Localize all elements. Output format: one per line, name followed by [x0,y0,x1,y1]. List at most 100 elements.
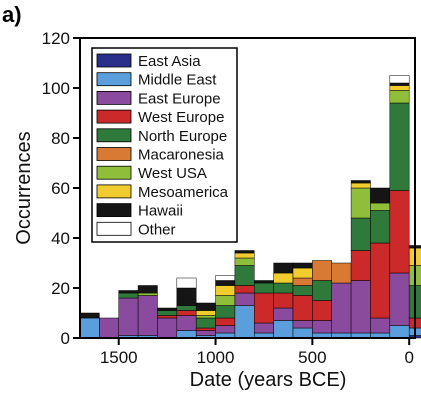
bar-stack [137,285,158,339]
bar-segment [157,315,178,319]
bar-segment [137,285,158,294]
bar-segment [350,182,371,189]
bar-segment [273,292,294,309]
legend-label: Hawaii [138,203,183,220]
bar-segment [312,300,332,321]
legend-label: West Europe [138,109,224,126]
legend-swatch [96,165,132,180]
bar-segment [273,320,294,339]
bar-stack [389,75,410,339]
bar-segment [370,202,391,211]
bar-stack [370,187,391,339]
bar-segment [176,315,197,331]
bar-segment [215,280,236,286]
bar-segment [234,292,255,306]
bar-segment [370,242,391,319]
bar-segment [195,315,216,319]
bars-layer [79,75,421,339]
legend-label: West USA [138,165,207,182]
x-tick-label: 0 [404,348,413,367]
legend-swatch [96,221,132,236]
bar-segment [79,317,100,339]
bar-stack [157,307,178,339]
legend-swatch [96,128,132,143]
y-tick-label: 20 [51,279,70,298]
panel-label: a) [2,2,22,27]
legend-label: East Asia [138,53,201,70]
bar-segment [350,187,371,219]
legend-label: East Europe [138,90,221,107]
legend-swatch [96,53,132,68]
x-tick-label: 500 [298,348,326,367]
bar-segment [370,317,391,334]
y-tick-label: 40 [51,229,70,248]
bar-segment [157,307,178,311]
bar-segment [215,325,236,334]
bar-segment [292,295,313,321]
bar-segment [389,325,410,339]
bar-segment [350,180,371,184]
bar-segment [292,267,313,279]
legend-label: Mesoamerica [138,184,229,201]
bar-segment [254,322,274,334]
bar-segment [176,330,197,339]
y-tick-label: 120 [42,29,70,48]
bar-stack [350,180,371,339]
ticks-layer: 0 20 40 60 80 100 120 1500 1000 500 0 [42,29,414,367]
bar-segment [137,295,158,336]
bar-segment [157,317,178,339]
legend-label: Middle East [138,72,217,89]
bar-segment [195,327,216,331]
bar-stack [292,262,313,339]
bar-segment [389,190,410,274]
bar-segment [389,85,410,91]
bar-segment [99,317,119,339]
bar-segment [292,262,313,269]
bar-segment [176,305,197,311]
bar-segment [234,285,255,294]
bar-segment [254,282,274,294]
bar-segment [312,260,332,281]
bar-segment [118,290,139,294]
bar-segment [389,90,410,104]
bar-segment [370,187,391,204]
bar-segment [118,297,139,336]
bar-segment [389,75,410,84]
legend-swatch [96,109,132,124]
bar-segment [312,320,332,334]
x-axis-title: Date (years BCE) [190,369,347,391]
bar-stack [195,302,216,339]
bar-segment [234,257,255,266]
bar-segment [389,82,410,86]
bar-segment [292,285,313,296]
bar-stack [99,317,119,339]
legend-swatch [96,147,132,161]
legend-label: Macaronesia [138,147,225,164]
y-tick-label: 100 [42,79,70,98]
bar-segment [118,292,139,299]
bar-stack [215,275,236,339]
bar-segment [254,292,274,324]
bar-segment [350,280,371,334]
bar-segment [350,250,371,281]
y-tick-label: 0 [61,329,70,348]
bar-segment [370,210,391,244]
bar-segment [273,282,294,294]
legend-swatch [96,91,132,105]
y-tick-label: 80 [51,129,70,148]
bar-segment [215,305,236,319]
bar-segment [389,272,410,326]
bar-stack [118,290,139,339]
legend-swatch [96,72,132,87]
bar-segment [331,262,352,284]
y-tick-label: 60 [51,179,70,198]
bar-segment [215,275,236,281]
bar-stack [254,280,274,339]
bar-segment [350,217,371,251]
bar-segment [273,307,294,321]
legend-swatch [96,184,132,199]
bar-segment [215,285,236,296]
bar-stack [234,250,255,339]
bar-segment [234,265,255,286]
